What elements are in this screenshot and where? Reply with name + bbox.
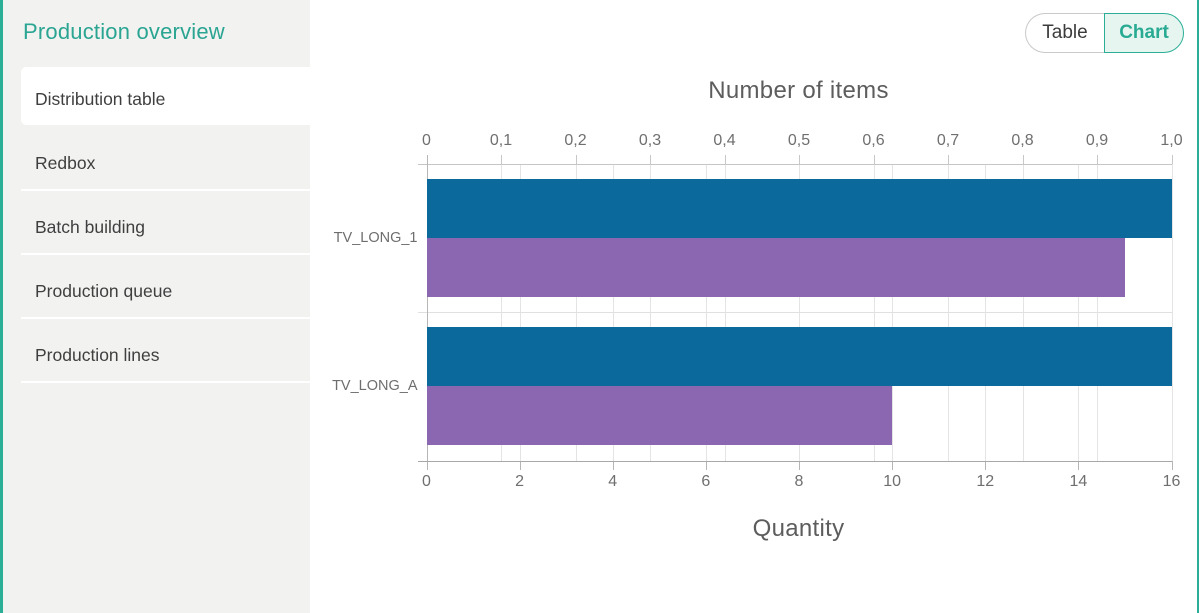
top-axis-tick-label: 0,8: [1011, 132, 1034, 149]
sidebar-item-production-lines[interactable]: Production lines: [21, 319, 310, 383]
bottom-axis-tick-label: 12: [976, 472, 995, 490]
chart-title: Number of items: [708, 77, 889, 104]
bottom-axis-tick-label: 4: [608, 472, 618, 490]
tick-mark-bottom-axis: [519, 460, 521, 470]
bottom-axis-tick-label: 0: [422, 472, 431, 490]
left-accent-strip: [0, 0, 3, 613]
sidebar-title: Production overview: [23, 19, 225, 44]
bar-tv-long-1-series2[interactable]: [426, 238, 1125, 298]
bar-tv-long-1-series1[interactable]: [426, 179, 1172, 239]
top-axis-tick-label: 0,1: [489, 132, 513, 149]
top-axis-tick-label: 0: [422, 132, 431, 149]
chart-view-button[interactable]: Chart: [1104, 13, 1184, 53]
top-axis-tick-label: 1,0: [1160, 132, 1183, 149]
tick-mark-top-axis: [724, 155, 726, 164]
top-axis-tick-label: 0,2: [564, 132, 587, 149]
tick-mark-top-axis: [948, 155, 949, 164]
category-label-tv-long-1: TV_LONG_1: [333, 229, 418, 246]
bar-tv-long-a-series1[interactable]: [426, 327, 1172, 387]
category-split-line: [417, 312, 1172, 314]
bottom-axis-tick-label: 2: [515, 472, 525, 490]
tick-mark-top-axis: [1022, 155, 1024, 164]
tick-mark-bottom-axis: [1078, 460, 1080, 470]
bottom-axis-tick-label: 6: [701, 472, 711, 490]
bottom-axis-tick-label: 10: [883, 472, 902, 490]
top-axis-tick-label: 0,5: [787, 132, 811, 149]
tick-mark-bottom-axis: [426, 460, 428, 470]
tick-mark-bottom-axis: [985, 460, 987, 470]
top-axis-tick-label: 0,6: [862, 132, 885, 149]
bottom-axis-tick-label: 8: [794, 472, 804, 490]
sidebar-menu: Distribution table Redbox Batch building Pr…: [21, 67, 310, 383]
main-area: Table Chart Number of items 0 0,1 0,2 0,3 0,4…: [310, 0, 1199, 613]
category-label-tv-long-a: TV_LONG_A: [332, 377, 418, 394]
sidebar: Production overview Distribution table Re…: [0, 0, 310, 613]
sidebar-item-production-queue[interactable]: Production queue: [21, 255, 310, 319]
gridline-bottom-axis: [1171, 164, 1173, 461]
chart-plot-area: 0 0,1 0,2 0,3 0,4 0,5 0,6 0,7 0,8 0,9 1,0 0 2 4 6 8 10 12…: [332, 133, 1183, 490]
tick-mark-top-axis: [873, 155, 875, 164]
chart-x-axis-title: Quantity: [752, 515, 845, 542]
tick-mark-top-axis: [575, 155, 577, 164]
tick-mark-top-axis: [1097, 155, 1098, 164]
tick-mark-top-axis: [799, 155, 800, 164]
bar-tv-long-a-series2[interactable]: [426, 386, 893, 446]
top-axis-tick-label: 0,7: [936, 132, 960, 149]
bottom-axis-tick-label: 16: [1162, 472, 1181, 490]
top-axis-tick-label: 0,4: [713, 132, 736, 149]
tick-mark-bottom-axis: [799, 460, 800, 470]
right-accent-line: [1197, 0, 1199, 613]
top-axis-tick-label: 0,3: [638, 132, 662, 149]
category-split-line: [417, 164, 1172, 165]
category-split-line: [417, 460, 1172, 462]
tick-mark-top-axis: [650, 155, 651, 164]
view-toggle: Table Chart: [1025, 13, 1184, 53]
tick-mark-bottom-axis: [612, 460, 614, 470]
tick-mark-bottom-axis: [1171, 460, 1173, 470]
bottom-axis-tick-label: 14: [1069, 472, 1088, 490]
tick-mark-bottom-axis: [705, 460, 707, 470]
tick-mark-top-axis: [1171, 155, 1173, 164]
top-axis-tick-label: 0,9: [1085, 132, 1109, 149]
category-axis-line: [426, 155, 428, 461]
sidebar-item-distribution-table[interactable]: Distribution table: [21, 67, 310, 125]
tick-mark-bottom-axis: [892, 460, 894, 470]
tick-mark-top-axis: [501, 155, 502, 164]
sidebar-item-redbox[interactable]: Redbox: [21, 127, 310, 191]
sidebar-item-batch-building[interactable]: Batch building: [21, 191, 310, 255]
table-view-button[interactable]: Table: [1025, 13, 1104, 53]
